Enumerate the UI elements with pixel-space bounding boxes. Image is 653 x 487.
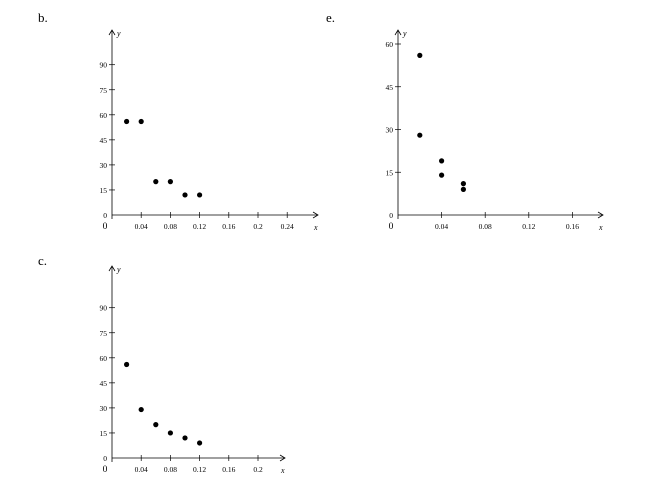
origin-label: 0	[103, 222, 108, 232]
x-tick-label: 0.24	[281, 222, 294, 231]
y-tick-label: 15	[100, 186, 108, 195]
data-point	[439, 158, 445, 164]
x-tick-label: 0.16	[222, 222, 235, 231]
x-tick-label: 0.04	[135, 222, 148, 231]
panel-label-c: c.	[38, 253, 48, 268]
y-axis-label: y	[116, 29, 121, 38]
x-tick-label: 0.16	[566, 222, 579, 231]
y-axis-label: y	[116, 265, 121, 274]
x-tick-label: 0.12	[193, 465, 206, 474]
x-axis-label: x	[313, 223, 318, 232]
y-tick-label: 30	[100, 404, 108, 413]
x-tick-label: 0.08	[164, 465, 177, 474]
data-point	[124, 361, 130, 368]
data-point	[153, 179, 159, 185]
data-point	[167, 430, 173, 436]
x-tick-label: 0.16	[222, 465, 235, 474]
data-point	[182, 435, 188, 441]
x-axis-arrow	[597, 211, 604, 219]
y-axis-label: y	[402, 29, 407, 38]
data-point	[167, 179, 173, 185]
x-tick-label: 0.08	[164, 222, 177, 231]
data-point	[138, 406, 144, 413]
data-point	[124, 118, 130, 125]
y-tick-label: 45	[100, 379, 108, 388]
x-axis-arrow	[312, 211, 319, 219]
x-tick-label: 0.12	[193, 222, 206, 231]
data-point	[417, 132, 423, 138]
y-tick-label: 30	[386, 126, 394, 135]
data-point	[460, 186, 466, 192]
origin-label: 0	[389, 222, 394, 232]
data-point	[182, 192, 188, 198]
y-tick-label: 30	[100, 161, 108, 170]
data-point	[153, 422, 159, 428]
data-point	[417, 52, 423, 59]
data-point	[197, 192, 203, 198]
x-tick-label: 0.2	[253, 222, 263, 231]
y-tick-label: 90	[100, 304, 108, 313]
data-point	[197, 440, 203, 446]
y-tick-label: 45	[100, 136, 108, 145]
x-axis-arrow	[279, 454, 286, 462]
x-axis-label: x	[280, 466, 285, 475]
origin-label: 0	[103, 465, 108, 475]
x-tick-label: 0.04	[135, 465, 148, 474]
y-tick-label: 0	[389, 211, 393, 220]
y-tick-label: 75	[100, 329, 108, 338]
x-axis-label: x	[598, 223, 603, 232]
panel-label-e: e.	[326, 10, 336, 25]
y-tick-label: 90	[100, 61, 108, 70]
y-tick-label: 60	[386, 40, 394, 49]
y-tick-label: 75	[100, 86, 108, 95]
y-tick-label: 15	[386, 168, 394, 177]
data-point	[439, 172, 445, 178]
data-point	[138, 118, 144, 125]
y-axis-arrow	[394, 29, 402, 36]
panel-label-b: b.	[38, 10, 48, 25]
x-tick-label: 0.2	[253, 465, 263, 474]
x-tick-label: 0.12	[522, 222, 535, 231]
y-axis-arrow	[108, 29, 116, 36]
y-tick-label: 0	[103, 454, 107, 463]
y-tick-label: 60	[100, 354, 108, 363]
y-tick-label: 0	[103, 211, 107, 220]
y-tick-label: 60	[100, 111, 108, 120]
y-axis-arrow	[108, 265, 116, 272]
x-tick-label: 0.08	[479, 222, 492, 231]
data-point	[460, 181, 466, 187]
y-tick-label: 15	[100, 429, 108, 438]
y-tick-label: 45	[386, 83, 394, 92]
x-tick-label: 0.04	[435, 222, 448, 231]
